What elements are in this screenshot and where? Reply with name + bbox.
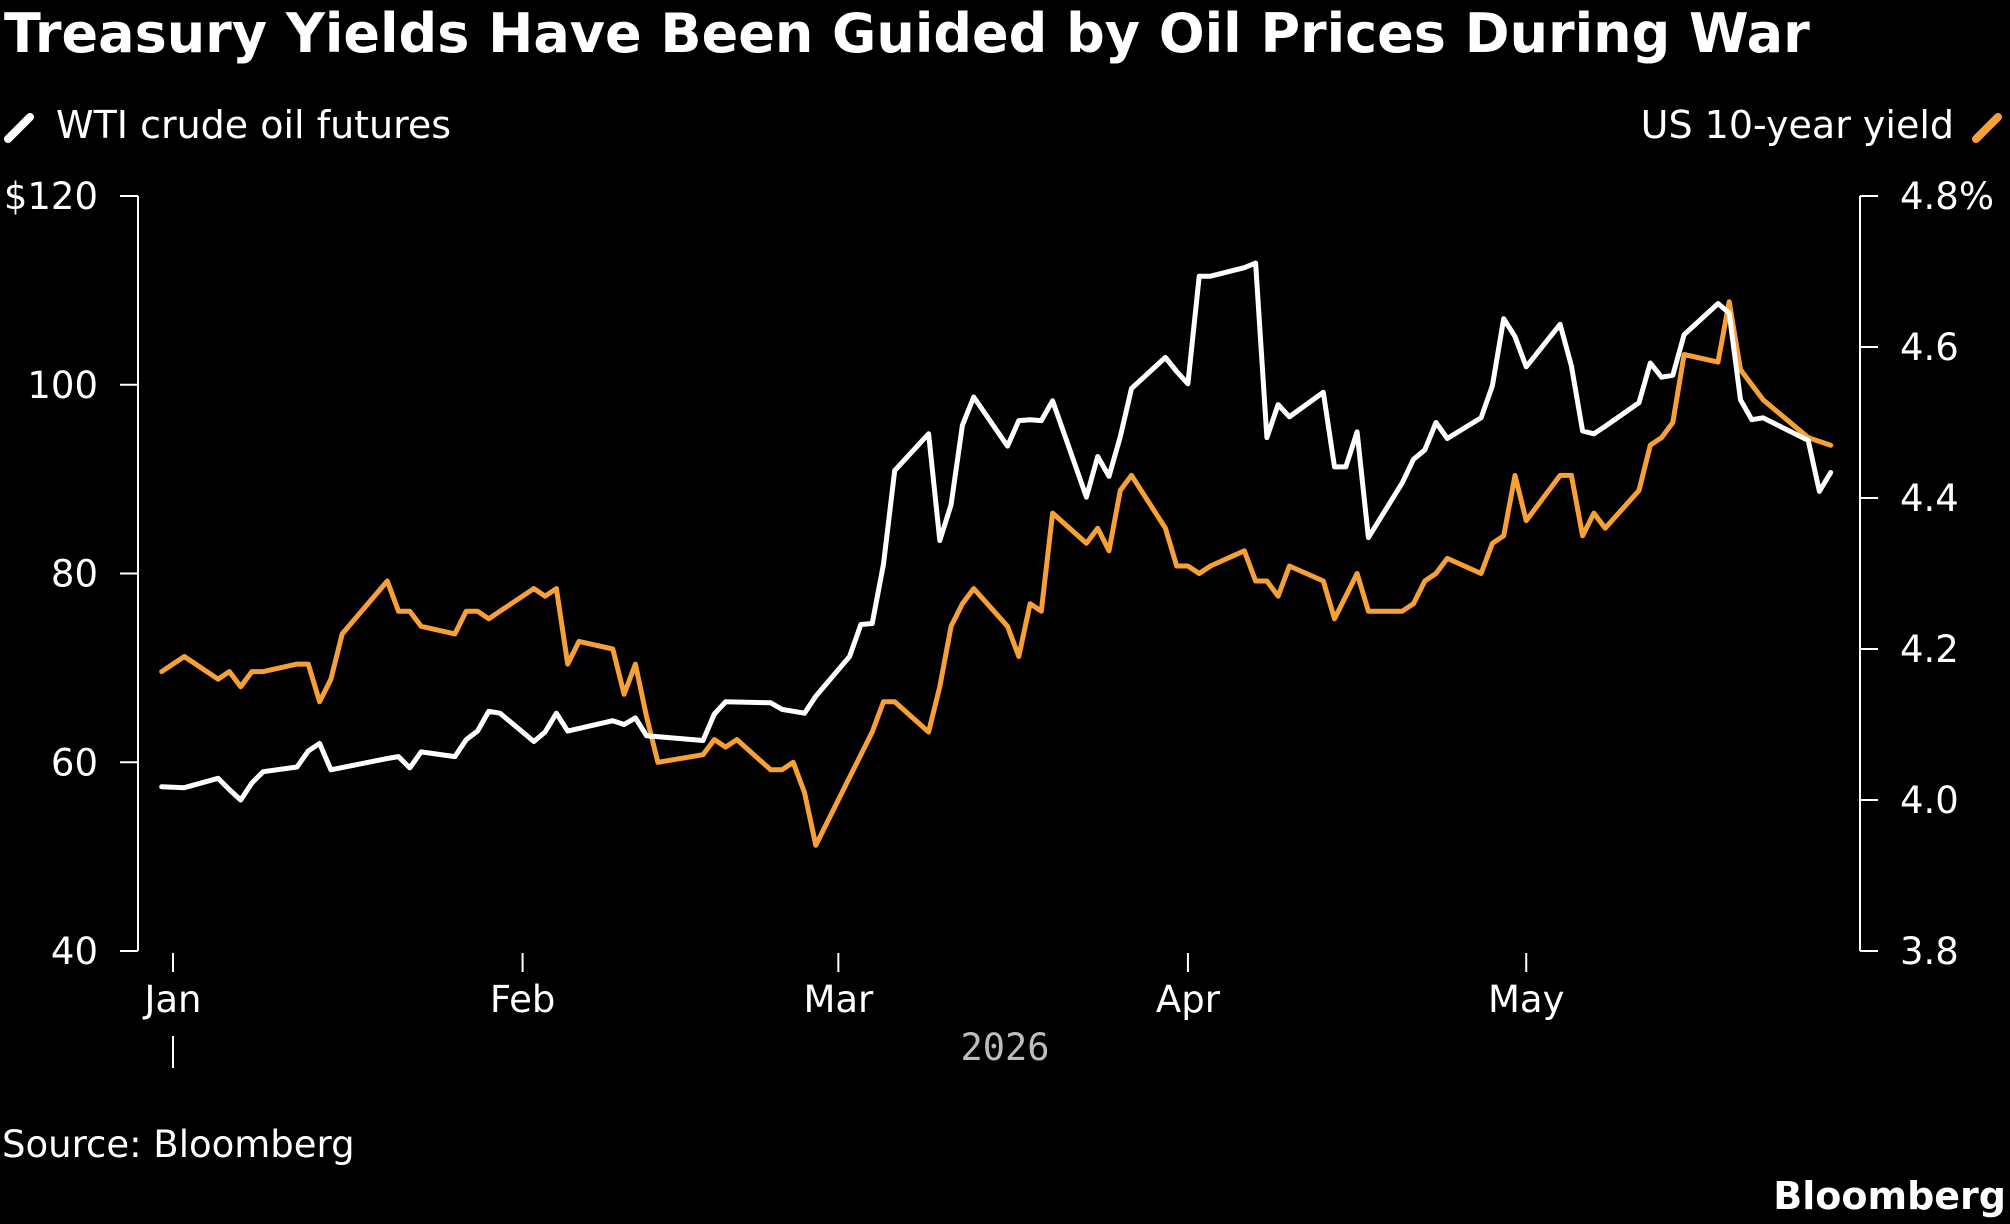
left-axis-tick-label: 60 — [51, 741, 98, 784]
legend-swatch-oil — [4, 113, 34, 143]
left-y-axis: 40 60 80 100 $120 — [4, 175, 139, 973]
right-axis-tick-label: 4.6 — [1900, 326, 1959, 369]
left-axis-tick-label: 100 — [27, 364, 98, 407]
x-axis-tick-label: May — [1488, 978, 1565, 1021]
left-axis-tick-label: $120 — [4, 175, 98, 218]
right-axis-tick-label: 4.0 — [1900, 779, 1959, 822]
x-axis-tick-label: Apr — [1156, 978, 1221, 1021]
right-axis-tick-label: 3.8 — [1900, 930, 1959, 973]
x-axis-tick-label: Mar — [803, 978, 874, 1021]
right-axis-tick-label: 4.4 — [1900, 477, 1959, 520]
right-axis-tick-label: 4.2 — [1900, 628, 1959, 671]
series-line-wti-crude-oil-futures — [159, 260, 1834, 803]
source-note: Source: Bloomberg — [2, 1123, 355, 1166]
right-y-axis: 3.8 4.0 4.2 4.4 4.6 4.8% — [1859, 175, 1994, 973]
legend-swatch-yield — [1972, 113, 2002, 143]
legend: WTI crude oil futures US 10-year yield — [4, 103, 2002, 147]
chart-title: Treasury Yields Have Been Guided by Oil … — [4, 2, 1810, 65]
x-axis-tick-label: Jan — [142, 978, 201, 1021]
legend-label-oil: WTI crude oil futures — [56, 103, 451, 147]
x-axis-year-label: 2026 — [960, 1026, 1049, 1069]
series-line-us-10-year-yield — [159, 299, 1834, 848]
bloomberg-logo: Bloomberg — [1773, 1174, 2006, 1218]
right-axis-tick-label: 4.8% — [1900, 175, 1994, 218]
x-axis: Jan Feb Mar Apr May — [142, 953, 1564, 1068]
left-axis-tick-label: 40 — [51, 930, 98, 973]
left-axis-tick-label: 80 — [51, 553, 98, 596]
legend-label-yield: US 10-year yield — [1641, 103, 1954, 147]
x-axis-tick-label: Feb — [490, 978, 556, 1021]
